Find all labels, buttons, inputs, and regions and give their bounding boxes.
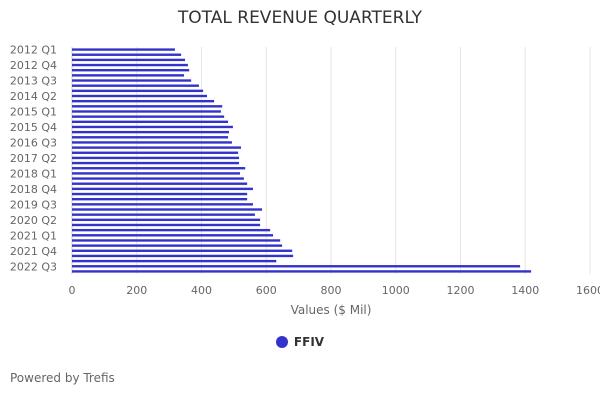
y-tick-label: 2021 Q1 xyxy=(10,229,57,242)
y-tick-label: 2019 Q3 xyxy=(10,198,57,211)
y-tick-label: 2015 Q4 xyxy=(10,121,57,134)
x-tick-label: 1400 xyxy=(511,284,539,297)
y-tick-label: 2021 Q4 xyxy=(10,245,57,258)
y-tick-label: 2015 Q1 xyxy=(10,105,57,118)
bar-chart: 0 200 400 600 800 1000 1200 1400 1600 2012 Q1 2012… xyxy=(10,44,600,317)
x-tick-label: 0 xyxy=(69,284,76,297)
chart-title: TOTAL REVENUE QUARTERLY xyxy=(177,8,423,28)
bar xyxy=(72,239,281,242)
y-tick-label: 2013 Q3 xyxy=(10,75,57,88)
y-tick-label: 2016 Q3 xyxy=(10,136,57,149)
bar xyxy=(72,74,185,77)
bar xyxy=(72,120,229,124)
y-tick-label: 2018 Q1 xyxy=(10,167,57,180)
x-tick-label: 600 xyxy=(256,284,277,297)
bar xyxy=(72,156,240,160)
bar xyxy=(72,110,221,113)
bar xyxy=(72,187,253,191)
y-tick-label: 2014 Q2 xyxy=(10,90,57,103)
bar xyxy=(72,228,271,232)
bar xyxy=(72,218,261,222)
bar xyxy=(72,105,223,108)
bar xyxy=(72,192,248,196)
y-tick-label: 2012 Q1 xyxy=(10,44,57,57)
powered-by-credit: Powered by Trefis xyxy=(10,371,115,385)
bar xyxy=(72,203,253,206)
bar xyxy=(72,270,532,273)
bar xyxy=(72,259,277,263)
bar xyxy=(72,94,208,98)
bar xyxy=(72,130,230,134)
bar xyxy=(72,197,248,201)
bar xyxy=(72,79,192,82)
y-tick-label: 2012 Q4 xyxy=(10,59,57,72)
bar xyxy=(72,141,232,144)
bar xyxy=(72,265,521,268)
bar xyxy=(72,63,188,67)
x-tick-label: 400 xyxy=(191,284,212,297)
bar xyxy=(72,99,215,103)
bar xyxy=(72,254,294,258)
bar xyxy=(72,58,185,62)
bar xyxy=(72,234,274,237)
y-tick-label: 2022 Q3 xyxy=(10,260,57,273)
bar xyxy=(72,161,240,165)
bar xyxy=(72,249,293,252)
bar xyxy=(72,84,199,87)
bar xyxy=(72,172,241,175)
bar xyxy=(72,115,225,118)
legend-label: FFIV xyxy=(293,335,325,349)
bar xyxy=(72,213,255,216)
bar xyxy=(72,167,246,170)
y-tick-label: 2018 Q4 xyxy=(10,183,57,196)
bar xyxy=(72,48,175,51)
bar xyxy=(72,244,283,247)
bar xyxy=(72,177,244,180)
x-tick-label: 1000 xyxy=(382,284,410,297)
bar xyxy=(72,136,229,139)
legend-marker xyxy=(275,336,288,348)
x-tick-label: 200 xyxy=(126,284,147,297)
x-tick-label: 1600 xyxy=(576,284,600,297)
y-tick-label: 2020 Q2 xyxy=(10,214,57,227)
x-tick-label: 1200 xyxy=(447,284,475,297)
bar xyxy=(72,208,263,211)
bar xyxy=(72,151,239,154)
bar xyxy=(72,146,241,149)
bar xyxy=(72,223,261,227)
bar xyxy=(72,69,190,72)
x-axis-title: Values ($ Mil) xyxy=(291,303,372,317)
bar xyxy=(72,53,182,56)
y-tick-label: 2017 Q2 xyxy=(10,152,57,165)
legend[interactable]: FFIV xyxy=(0,335,600,349)
x-tick-label: 800 xyxy=(321,284,342,297)
bar xyxy=(72,89,204,93)
bar xyxy=(72,125,233,129)
bar xyxy=(72,182,248,185)
